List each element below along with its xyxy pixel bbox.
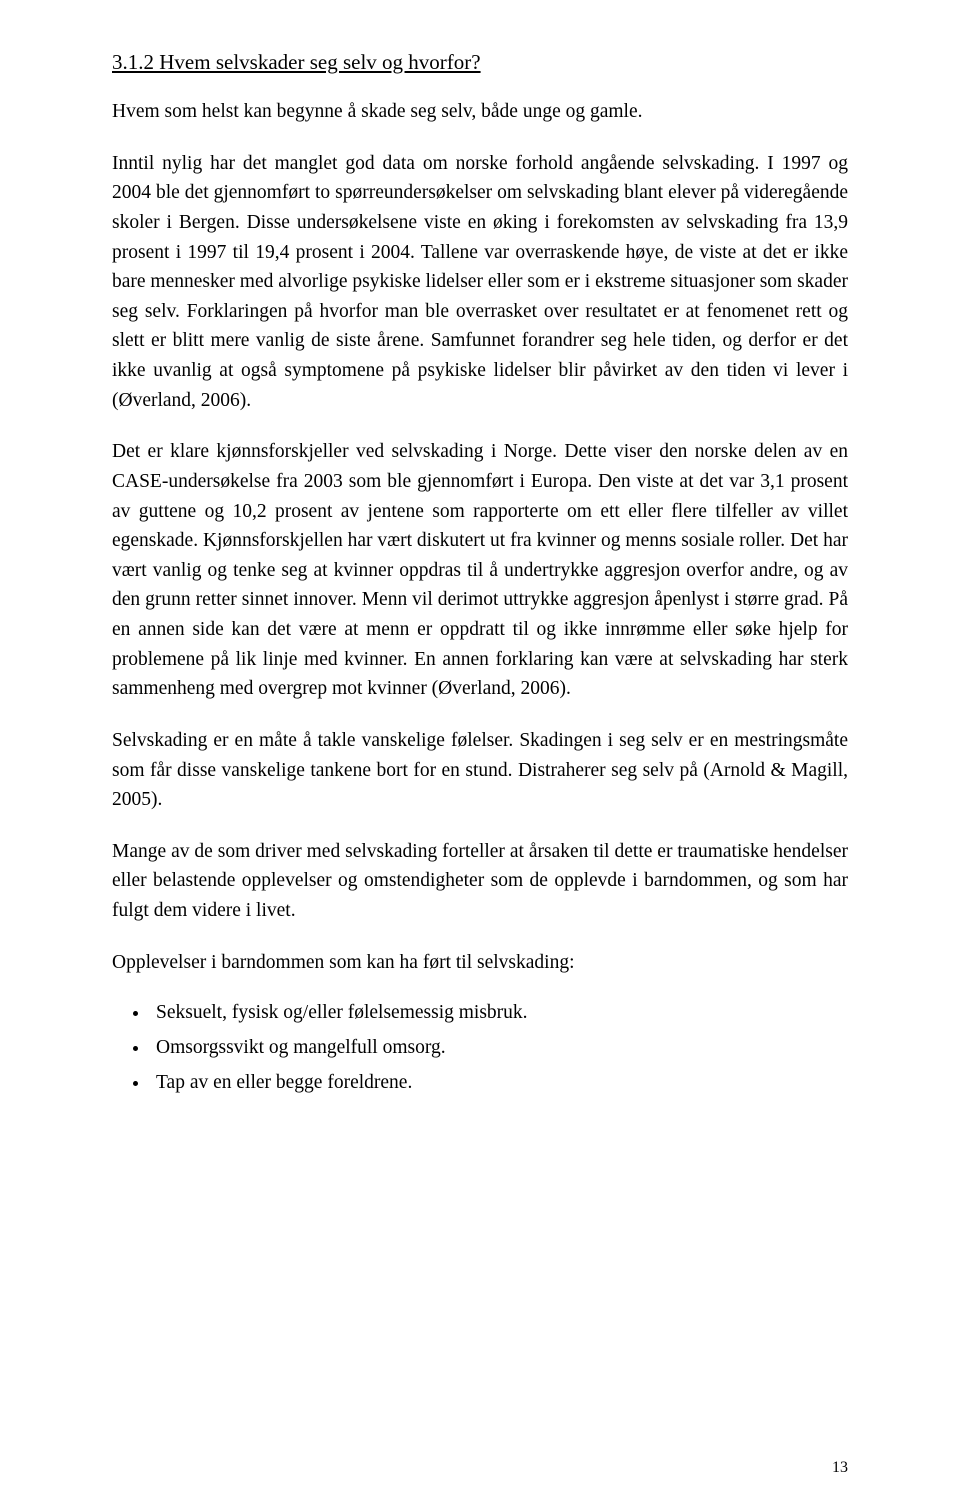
paragraph: Inntil nylig har det manglet god data om… — [112, 149, 848, 416]
document-page: 3.1.2 Hvem selvskader seg selv og hvorfo… — [0, 0, 960, 1505]
list-intro: Opplevelser i barndommen som kan ha ført… — [112, 948, 848, 978]
page-number: 13 — [832, 1459, 848, 1477]
bullet-list: Seksuelt, fysisk og/eller følelsemessig … — [150, 995, 848, 1100]
paragraph: Mange av de som driver med selvskading f… — [112, 837, 848, 926]
section-heading: 3.1.2 Hvem selvskader seg selv og hvorfo… — [112, 50, 848, 75]
list-item: Seksuelt, fysisk og/eller følelsemessig … — [150, 995, 848, 1030]
list-item: Omsorgssvikt og mangelfull omsorg. — [150, 1030, 848, 1065]
paragraph: Det er klare kjønnsforskjeller ved selvs… — [112, 437, 848, 704]
paragraph: Hvem som helst kan begynne å skade seg s… — [112, 97, 848, 127]
paragraph: Selvskading er en måte å takle vanskelig… — [112, 726, 848, 815]
list-item: Tap av en eller begge foreldrene. — [150, 1065, 848, 1100]
